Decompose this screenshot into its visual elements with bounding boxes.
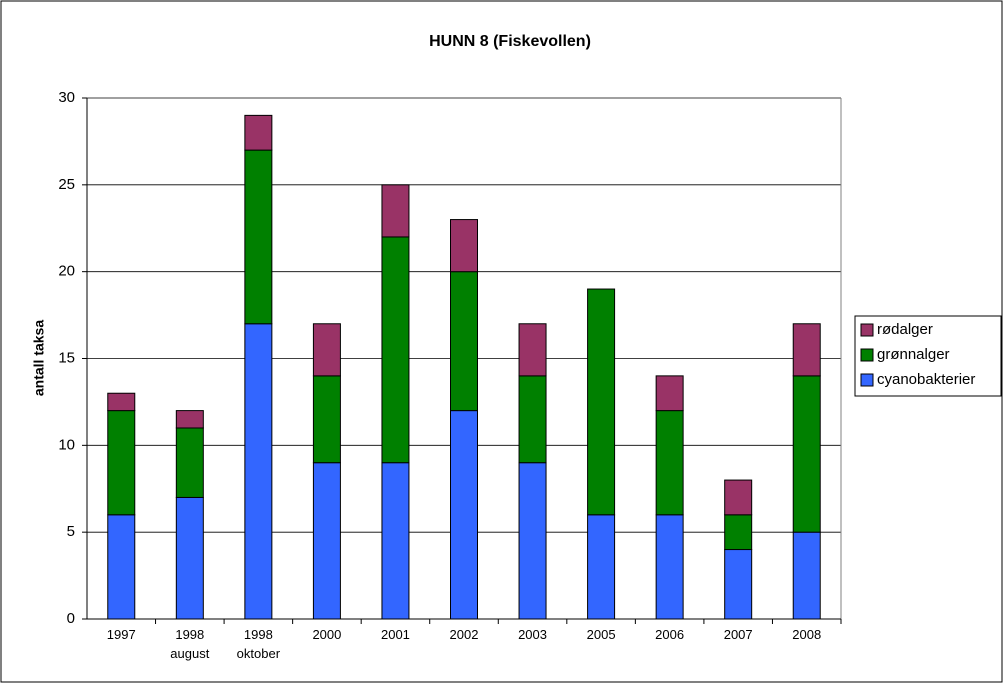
- legend-swatch: [860, 373, 874, 387]
- legend-label: grønnalger: [877, 346, 950, 363]
- bar-segment: [175, 410, 204, 429]
- bar-segment: [107, 392, 136, 412]
- bar-segment: [312, 462, 341, 620]
- x-tick-label: 2002: [450, 627, 479, 642]
- bar-segment: [518, 323, 547, 377]
- bar-segment: [107, 410, 136, 516]
- bar-segment: [175, 496, 204, 620]
- bar-segment: [587, 288, 616, 516]
- bar-segment: [724, 514, 753, 551]
- x-tick-label: 1997: [107, 627, 136, 642]
- bar-segment: [724, 549, 753, 620]
- y-axis-label: antall taksa: [31, 320, 47, 396]
- chart-title: HUNN 8 (Fiskevollen): [429, 33, 591, 50]
- x-tick-label: 2003: [518, 627, 547, 642]
- x-tick-label: 2005: [587, 627, 616, 642]
- legend-label: rødalger: [877, 321, 933, 338]
- bar-segment: [792, 531, 821, 620]
- bar-segment: [381, 236, 410, 464]
- bar-segment: [724, 479, 753, 516]
- legend-swatch: [860, 323, 874, 337]
- y-tick-label: 10: [58, 436, 75, 453]
- bar-segment: [655, 410, 684, 516]
- y-tick-label: 25: [58, 176, 75, 193]
- bar-segment: [587, 514, 616, 620]
- legend-label: cyanobakterier: [877, 371, 975, 388]
- bar-segment: [450, 410, 478, 620]
- bar-segment: [312, 323, 341, 377]
- bar-segment: [244, 114, 273, 151]
- bar-segment: [175, 427, 204, 498]
- x-tick-label: 2008: [792, 627, 821, 642]
- x-tick-label: 2000: [312, 627, 341, 642]
- x-tick-label: 2006: [655, 627, 684, 642]
- legend-box: [854, 315, 1002, 397]
- x-tick-label: 2001: [381, 627, 410, 642]
- bar-segment: [518, 462, 547, 620]
- x-tick-label: 1998 august: [170, 627, 209, 661]
- bar-segment: [244, 323, 273, 620]
- x-tick-label: 2007: [724, 627, 753, 642]
- y-tick-label: 30: [58, 89, 75, 106]
- bar-segment: [655, 375, 684, 412]
- bar-segment: [381, 184, 410, 238]
- bar-segment: [381, 462, 410, 620]
- bar-segment: [107, 514, 136, 620]
- x-tick-label: 1998 oktober: [237, 627, 281, 661]
- bar-segment: [792, 375, 821, 533]
- y-tick-label: 20: [58, 263, 75, 280]
- y-tick-label: 15: [58, 349, 75, 366]
- bar-segment: [792, 323, 821, 377]
- legend-swatch: [860, 348, 874, 362]
- y-tick-label: 5: [67, 523, 75, 540]
- bar-segment: [312, 375, 341, 464]
- y-tick-label: 0: [67, 610, 75, 627]
- bar-segment: [244, 149, 273, 325]
- bar-segment: [450, 219, 478, 273]
- bar-segment: [518, 375, 547, 464]
- bar-segment: [450, 271, 478, 412]
- bar-segment: [655, 514, 684, 620]
